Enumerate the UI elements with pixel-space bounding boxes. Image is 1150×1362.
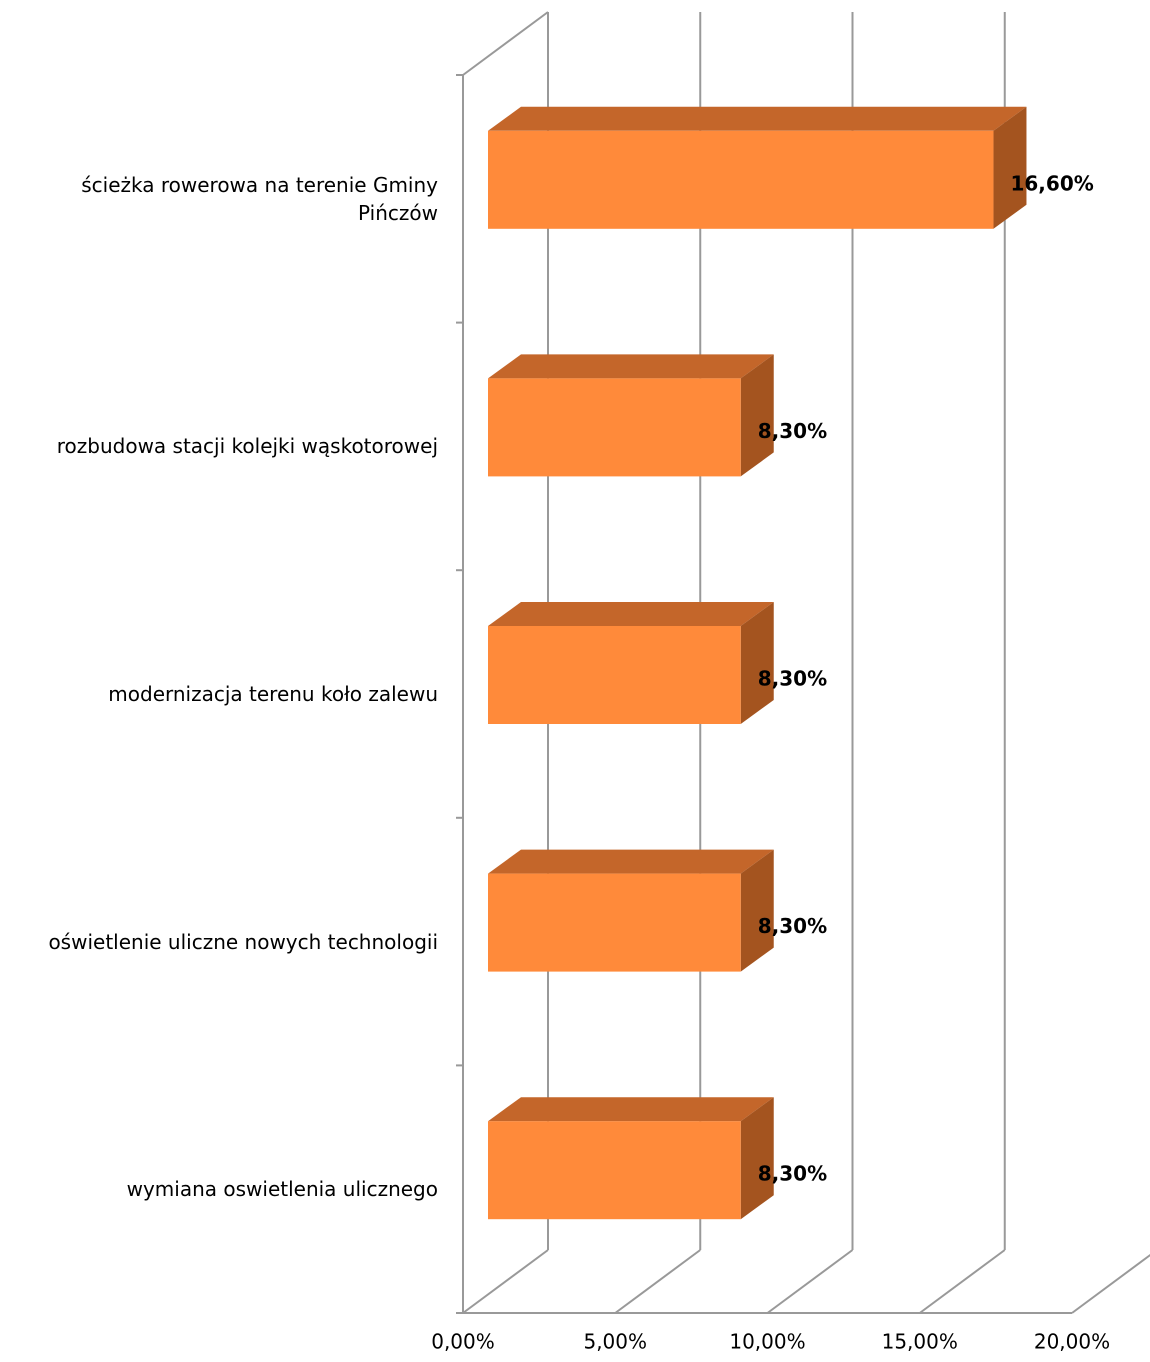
bar bbox=[488, 1121, 741, 1220]
y-tick-label: modernizacja terenu koło zalewu bbox=[108, 682, 438, 706]
bar-top bbox=[488, 354, 774, 379]
x-tick-label: 0,00% bbox=[431, 1330, 495, 1354]
y-tick-label: ścieżka rowerowa na terenie Gminy Pińczó… bbox=[81, 172, 438, 225]
floor-grid-line bbox=[1071, 1253, 1150, 1314]
bar-top bbox=[488, 106, 1027, 131]
bar-side bbox=[740, 354, 774, 477]
y-tick-label: oświetlenie uliczne nowych technologii bbox=[48, 929, 438, 954]
floor-grid-line bbox=[462, 1249, 549, 1314]
bar bbox=[488, 130, 994, 229]
value-label: 8,30% bbox=[758, 667, 827, 691]
value-label: 16,60% bbox=[1010, 171, 1093, 195]
bar-top bbox=[488, 1097, 774, 1122]
bar-side bbox=[993, 106, 1027, 229]
bar bbox=[488, 626, 741, 724]
wall-edge bbox=[462, 11, 549, 76]
bar-top bbox=[488, 849, 774, 874]
bar bbox=[488, 378, 741, 477]
bar-side bbox=[740, 849, 774, 972]
floor-grid-line bbox=[919, 1249, 1006, 1314]
value-label: 8,30% bbox=[758, 419, 827, 443]
y-tick-label: rozbudowa stacji kolejki wąskotorowej bbox=[56, 434, 438, 459]
value-label: 8,30% bbox=[758, 914, 827, 938]
floor-grid-line bbox=[766, 1249, 854, 1314]
x-tick-label: 20,00% bbox=[1034, 1330, 1110, 1354]
x-tick-label: 15,00% bbox=[882, 1330, 958, 1354]
x-tick-label: 5,00% bbox=[583, 1330, 647, 1354]
floor-grid-line bbox=[614, 1249, 701, 1314]
bar-side bbox=[740, 1097, 774, 1220]
bar-top bbox=[488, 602, 774, 626]
bar-side bbox=[740, 602, 774, 724]
y-tick-label: wymiana oswietlenia ulicznego bbox=[126, 1177, 438, 1202]
bar bbox=[488, 873, 741, 972]
x-tick-label: 10,00% bbox=[729, 1330, 805, 1354]
value-label: 8,30% bbox=[758, 1162, 827, 1186]
